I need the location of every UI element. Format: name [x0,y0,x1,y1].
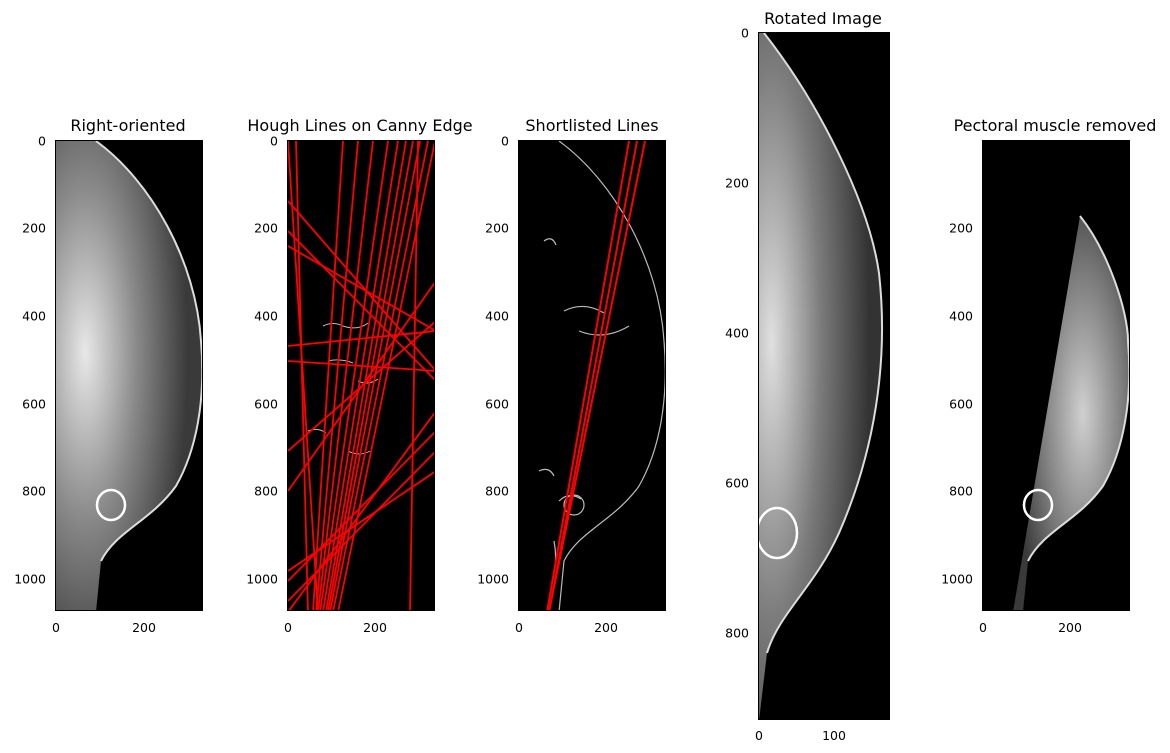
y-tick-label: 800 [485,483,509,499]
hough-line [295,141,309,610]
y-tick-label: 600 [949,396,973,412]
hough-line [288,451,434,602]
y-tick-label: 200 [485,220,509,236]
y-tick-label: 400 [485,308,509,324]
y-tick-label: 600 [485,396,509,412]
panel-title: Shortlisted Lines [525,116,659,135]
y-tick-label: 400 [254,308,278,324]
hough-line [288,230,434,381]
hough-line [288,282,434,492]
hough-line [312,141,344,610]
hough-line [288,330,434,347]
y-tick-label: 200 [949,220,973,236]
pectoral-removed-image [982,140,1130,611]
y-tick-label: 800 [254,483,278,499]
hough-line [325,141,407,610]
y-tick-label: 400 [949,308,973,324]
hough-line [288,412,434,610]
y-tick-label: 0 [270,133,278,149]
x-tick-label: 100 [822,728,846,743]
hough-line [288,245,434,331]
y-tick-label: 1000 [941,571,973,587]
y-tick-label: 1000 [14,571,46,587]
y-tick-label: 0 [501,133,509,149]
hough-line [409,141,419,610]
y-tick-label: 1000 [246,571,278,587]
y-tick-label: 1000 [477,571,509,587]
y-tick-label: 400 [22,308,46,324]
x-tick-label: 200 [363,620,387,635]
y-tick-label: 0 [38,133,46,149]
panel-title: Rotated Image [764,9,882,28]
hough-line [288,200,434,371]
y-tick-label: 400 [725,325,749,341]
y-tick-label: 600 [725,475,749,491]
panel-title: Right-oriented [70,116,186,135]
x-tick-label: 200 [1058,620,1082,635]
x-tick-label: 200 [594,620,618,635]
hough-lines-image [287,140,435,611]
mammogram-image [55,140,203,611]
hough-line [317,141,374,610]
x-tick-label: 200 [132,620,156,635]
y-tick-label: 800 [725,625,749,641]
hough-line [288,431,434,582]
y-tick-label: 200 [254,220,278,236]
shortlisted-lines-image [518,140,666,611]
y-tick-label: 600 [254,396,278,412]
y-tick-label: 800 [949,483,973,499]
y-tick-label: 0 [741,25,749,41]
y-tick-label: 800 [22,483,46,499]
panel-title: Pectoral muscle removed [953,116,1157,135]
hough-line [319,141,389,610]
hough-line [315,141,359,610]
x-tick-label: 0 [284,620,292,635]
hough-line [332,141,429,610]
hough-line [329,141,421,610]
hough-line [288,360,434,372]
x-tick-label: 0 [755,728,763,743]
panel-title: Hough Lines on Canny Edge [247,116,473,135]
y-tick-label: 200 [22,220,46,236]
x-tick-label: 0 [52,620,60,635]
y-tick-label: 600 [22,396,46,412]
x-tick-label: 0 [515,620,523,635]
y-tick-label: 200 [725,175,749,191]
hough-line [288,141,319,610]
x-tick-label: 0 [979,620,987,635]
rotated-mammogram-image [758,32,890,720]
